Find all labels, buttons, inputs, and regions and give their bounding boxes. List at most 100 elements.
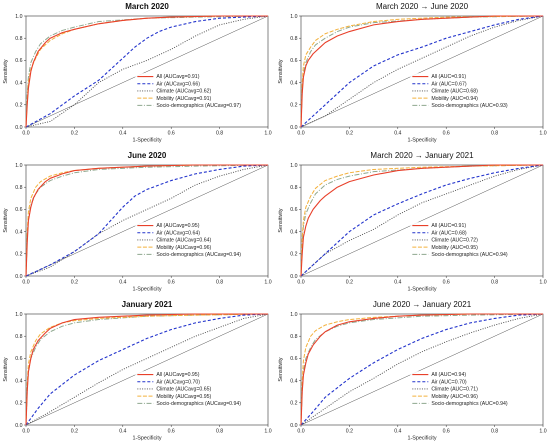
x-tick-label: 1.0	[539, 131, 546, 137]
x-tick-label: 0.4	[394, 131, 401, 137]
legend-label: Socio-demographics (AUC=0.94)	[431, 401, 508, 407]
y-tick-label: 0.2	[15, 401, 22, 407]
y-tick-label: 0.4	[290, 378, 297, 384]
plot-frame	[300, 15, 544, 128]
y-tick-label: 0.6	[15, 356, 22, 362]
legend-label: Air (AUC=0.70)	[431, 379, 467, 385]
y-axis-label: Sensitivity	[3, 59, 9, 84]
chart-title: March 2020 → January 2021	[370, 151, 474, 160]
x-tick-label: 0.8	[491, 280, 498, 286]
legend-label: Mobility (AUC=0.94)	[431, 96, 478, 102]
x-tick-label: 0.6	[443, 429, 450, 435]
series-line-mobility	[300, 313, 543, 426]
series-line-climate	[25, 313, 269, 426]
legend-label: Air (AUC=0.67)	[431, 81, 467, 87]
y-tick-label: 1.0	[15, 163, 22, 169]
x-tick-label: 0.8	[216, 131, 223, 137]
legend-label: All (AUCavg=0.95)	[156, 372, 199, 378]
series-line-air	[300, 164, 544, 277]
plot-frame	[25, 313, 269, 426]
y-tick-label: 0.2	[290, 401, 297, 407]
x-tick-label: 0.2	[71, 280, 78, 286]
y-tick-label: 0.4	[290, 80, 297, 86]
legend-label: Climate (AUCavg=0.62)	[156, 89, 211, 95]
reference-diagonal	[300, 164, 544, 277]
plot-frame	[300, 164, 544, 277]
reference-diagonal	[25, 313, 269, 426]
x-tick-label: 0.4	[394, 280, 401, 286]
legend-label: Socio-demographics (AUCavg=0.94)	[156, 401, 241, 407]
x-tick-label: 0.4	[394, 429, 401, 435]
legend-label: Air (AUCavg=0.70)	[156, 379, 200, 385]
y-tick-label: 0.0	[290, 274, 297, 280]
legend-label: Socio-demographics (AUCavg=0.94)	[156, 252, 241, 258]
legend-label: Socio-demographics (AUC=0.93)	[431, 103, 508, 109]
series-line-mobility	[300, 15, 544, 128]
legend-label: Climate (AUC=0.71)	[431, 387, 478, 393]
x-tick-label: 0.2	[71, 131, 78, 137]
roc-panel-january-2021: January 2021 0.0 0.2 0.4 0.6 0.8 1.0 0.0 0.2 0.4 0…	[0, 298, 275, 447]
y-tick-label: 0.6	[15, 207, 22, 213]
legend-background	[410, 222, 541, 260]
series-line-mobility	[300, 164, 544, 277]
series-line-socio-demographics	[300, 313, 544, 426]
chart-title: March 2020 → June 2020	[376, 2, 469, 11]
legend-label: All (AUC=0.91)	[431, 74, 466, 80]
series-line-air	[300, 313, 544, 426]
plot-frame	[25, 15, 269, 128]
x-tick-label: 0.0	[22, 131, 29, 137]
series-line-all	[25, 164, 268, 277]
x-tick-label: 0.8	[216, 429, 223, 435]
y-axis-label: Sensitivity	[278, 59, 284, 84]
y-tick-label: 0.8	[290, 36, 297, 42]
chart-title: January 2021	[122, 300, 173, 309]
x-tick-label: 0.2	[71, 429, 78, 435]
x-tick-label: 0.2	[346, 280, 353, 286]
series-line-all	[300, 15, 543, 128]
x-tick-label: 1.0	[264, 280, 271, 286]
plot-frame	[300, 313, 544, 426]
y-tick-label: 0.6	[290, 356, 297, 362]
x-tick-label: 0.6	[443, 131, 450, 137]
legend-background	[135, 371, 266, 409]
roc-panel-march-2020: March 2020 0.0 0.2 0.4 0.6 0.8 1.0 0.0 0.2 0.4 0.6…	[0, 0, 275, 149]
x-tick-label: 0.2	[346, 131, 353, 137]
series-line-mobility	[25, 164, 268, 277]
roc-panel-march-2020-to-january-2021: March 2020 → January 2021 0.0 0.2 0.4 0.6 0.8…	[275, 149, 550, 298]
legend-label: Air (AUCavg=0.66)	[156, 81, 200, 87]
x-axis-label: 1-Specificity	[132, 436, 161, 442]
y-tick-label: 0.8	[290, 334, 297, 340]
series-line-air	[25, 15, 269, 128]
x-tick-label: 0.0	[297, 280, 304, 286]
x-tick-label: 0.4	[119, 131, 126, 137]
legend-background	[135, 73, 266, 111]
legend-label: Climate (AUC=0.72)	[431, 238, 478, 244]
y-axis-label: Sensitivity	[3, 357, 9, 382]
legend-label: Climate (AUC=0.68)	[431, 89, 478, 95]
series-line-climate	[300, 15, 544, 128]
reference-diagonal	[300, 15, 544, 128]
y-tick-label: 0.6	[15, 58, 22, 64]
roc-panel-june-2020: June 2020 0.0 0.2 0.4 0.6 0.8 1.0 0.0 0.2 0.4 0.6 0…	[0, 149, 275, 298]
legend-label: All (AUC=0.94)	[431, 372, 466, 378]
legend-label: Mobility (AUC=0.95)	[431, 245, 478, 251]
x-axis-label: 1-Specificity	[132, 287, 161, 293]
y-tick-label: 0.0	[290, 125, 297, 131]
series-line-air	[300, 15, 544, 128]
y-tick-label: 0.0	[15, 423, 22, 429]
x-tick-label: 0.4	[119, 280, 126, 286]
y-tick-label: 0.0	[15, 274, 22, 280]
chart-title: June 2020 → January 2021	[373, 300, 472, 309]
roc-chart: June 2020 0.0 0.2 0.4 0.6 0.8 1.0 0.0 0.2 0.4 0.6 0…	[3, 151, 272, 293]
y-tick-label: 1.0	[290, 163, 297, 169]
y-tick-label: 0.2	[15, 252, 22, 258]
x-axis-label: 1-Specificity	[407, 436, 436, 442]
y-axis-label: Sensitivity	[278, 208, 284, 233]
y-tick-label: 0.4	[290, 229, 297, 235]
legend-background	[410, 371, 541, 409]
series-line-all	[300, 313, 543, 426]
reference-diagonal	[300, 313, 544, 426]
x-axis-label: 1-Specificity	[407, 138, 436, 144]
x-axis-label: 1-Specificity	[407, 287, 436, 293]
legend-label: Climate (AUCavg=0.65)	[156, 387, 211, 393]
